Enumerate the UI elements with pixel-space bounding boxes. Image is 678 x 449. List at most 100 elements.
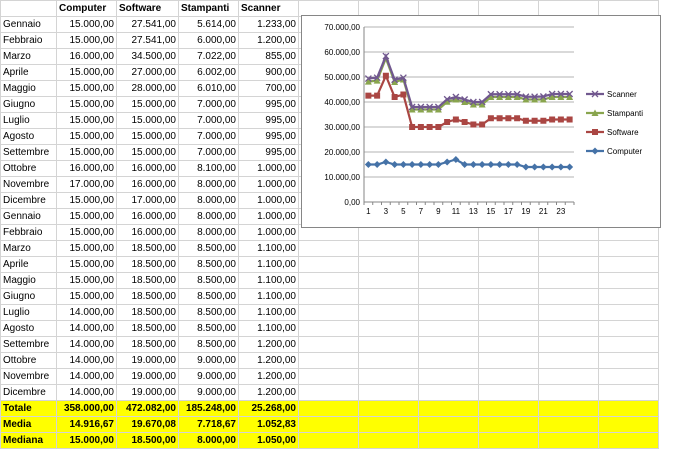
empty-cell[interactable] [358, 240, 419, 257]
month-cell[interactable]: Aprile [0, 64, 57, 81]
empty-cell[interactable] [298, 288, 359, 305]
computer-cell[interactable]: 14.000,00 [56, 336, 117, 353]
stampanti-cell[interactable]: 8.500,00 [178, 240, 239, 257]
computer-cell[interactable]: 15.000,00 [56, 240, 117, 257]
empty-cell[interactable] [418, 384, 479, 401]
empty-cell[interactable] [478, 368, 539, 385]
month-cell[interactable]: Dicembre [0, 192, 57, 209]
empty-cell[interactable] [538, 416, 599, 433]
summary-scanner-cell[interactable]: 1.050,00 [238, 432, 299, 449]
empty-cell[interactable] [358, 352, 419, 369]
empty-cell[interactable] [538, 240, 599, 257]
empty-cell[interactable] [598, 240, 659, 257]
computer-cell[interactable]: 15.000,00 [56, 32, 117, 49]
stampanti-cell[interactable]: 8.000,00 [178, 192, 239, 209]
empty-cell[interactable] [298, 240, 359, 257]
scanner-cell[interactable]: 1.100,00 [238, 256, 299, 273]
column-header-cell[interactable]: Computer [56, 0, 117, 17]
stampanti-cell[interactable]: 8.100,00 [178, 160, 239, 177]
month-cell[interactable]: Giugno [0, 288, 57, 305]
stampanti-cell[interactable]: 8.500,00 [178, 304, 239, 321]
month-cell[interactable]: Gennaio [0, 208, 57, 225]
empty-cell[interactable] [418, 352, 479, 369]
computer-cell[interactable]: 14.000,00 [56, 368, 117, 385]
computer-cell[interactable]: 15.000,00 [56, 256, 117, 273]
empty-cell[interactable] [358, 432, 419, 449]
stampanti-cell[interactable]: 6.002,00 [178, 64, 239, 81]
stampanti-cell[interactable]: 7.000,00 [178, 96, 239, 113]
column-header-cell[interactable]: Scanner [238, 0, 299, 17]
scanner-cell[interactable]: 995,00 [238, 128, 299, 145]
month-cell[interactable]: Febbraio [0, 224, 57, 241]
month-cell[interactable]: Novembre [0, 176, 57, 193]
empty-cell[interactable] [598, 256, 659, 273]
software-cell[interactable]: 27.541,00 [116, 32, 179, 49]
software-cell[interactable]: 15.000,00 [116, 128, 179, 145]
empty-cell[interactable] [0, 0, 57, 17]
empty-cell[interactable] [538, 336, 599, 353]
summary-stampanti-cell[interactable]: 185.248,00 [178, 400, 239, 417]
empty-cell[interactable] [298, 384, 359, 401]
empty-cell[interactable] [298, 336, 359, 353]
stampanti-cell[interactable]: 8.000,00 [178, 224, 239, 241]
empty-cell[interactable] [298, 352, 359, 369]
scanner-cell[interactable]: 1.100,00 [238, 272, 299, 289]
software-cell[interactable]: 34.500,00 [116, 48, 179, 65]
software-cell[interactable]: 15.000,00 [116, 112, 179, 129]
empty-cell[interactable] [418, 288, 479, 305]
empty-cell[interactable] [358, 416, 419, 433]
computer-cell[interactable]: 14.000,00 [56, 304, 117, 321]
scanner-cell[interactable]: 855,00 [238, 48, 299, 65]
scanner-cell[interactable]: 1.233,00 [238, 16, 299, 33]
summary-label-cell[interactable]: Media [0, 416, 57, 433]
software-cell[interactable]: 19.000,00 [116, 352, 179, 369]
empty-cell[interactable] [418, 272, 479, 289]
software-cell[interactable]: 18.500,00 [116, 288, 179, 305]
scanner-cell[interactable]: 1.100,00 [238, 288, 299, 305]
stampanti-cell[interactable]: 5.614,00 [178, 16, 239, 33]
computer-cell[interactable]: 14.000,00 [56, 352, 117, 369]
scanner-cell[interactable]: 1.100,00 [238, 320, 299, 337]
stampanti-cell[interactable]: 7.000,00 [178, 128, 239, 145]
empty-cell[interactable] [478, 256, 539, 273]
software-cell[interactable]: 16.000,00 [116, 160, 179, 177]
scanner-cell[interactable]: 1.000,00 [238, 176, 299, 193]
empty-cell[interactable] [538, 320, 599, 337]
month-cell[interactable]: Luglio [0, 304, 57, 321]
stampanti-cell[interactable]: 9.000,00 [178, 384, 239, 401]
empty-cell[interactable] [598, 304, 659, 321]
stampanti-cell[interactable]: 6.000,00 [178, 32, 239, 49]
empty-cell[interactable] [478, 400, 539, 417]
computer-cell[interactable]: 16.000,00 [56, 160, 117, 177]
computer-cell[interactable]: 15.000,00 [56, 128, 117, 145]
software-cell[interactable]: 27.541,00 [116, 16, 179, 33]
scanner-cell[interactable]: 700,00 [238, 80, 299, 97]
summary-label-cell[interactable]: Totale [0, 400, 57, 417]
computer-cell[interactable]: 15.000,00 [56, 80, 117, 97]
stampanti-cell[interactable]: 8.500,00 [178, 256, 239, 273]
empty-cell[interactable] [418, 256, 479, 273]
scanner-cell[interactable]: 995,00 [238, 96, 299, 113]
empty-cell[interactable] [298, 304, 359, 321]
software-cell[interactable]: 15.000,00 [116, 96, 179, 113]
stampanti-cell[interactable]: 8.500,00 [178, 336, 239, 353]
scanner-cell[interactable]: 1.000,00 [238, 208, 299, 225]
empty-cell[interactable] [418, 416, 479, 433]
empty-cell[interactable] [418, 304, 479, 321]
empty-cell[interactable] [538, 368, 599, 385]
summary-software-cell[interactable]: 18.500,00 [116, 432, 179, 449]
scanner-cell[interactable]: 995,00 [238, 144, 299, 161]
month-cell[interactable]: Marzo [0, 240, 57, 257]
empty-cell[interactable] [478, 304, 539, 321]
month-cell[interactable]: Giugno [0, 96, 57, 113]
month-cell[interactable]: Febbraio [0, 32, 57, 49]
summary-stampanti-cell[interactable]: 8.000,00 [178, 432, 239, 449]
stampanti-cell[interactable]: 7.022,00 [178, 48, 239, 65]
month-cell[interactable]: Settembre [0, 144, 57, 161]
software-cell[interactable]: 18.500,00 [116, 240, 179, 257]
computer-cell[interactable]: 14.000,00 [56, 384, 117, 401]
summary-label-cell[interactable]: Mediana [0, 432, 57, 449]
empty-cell[interactable] [358, 256, 419, 273]
empty-cell[interactable] [358, 400, 419, 417]
month-cell[interactable]: Novembre [0, 368, 57, 385]
